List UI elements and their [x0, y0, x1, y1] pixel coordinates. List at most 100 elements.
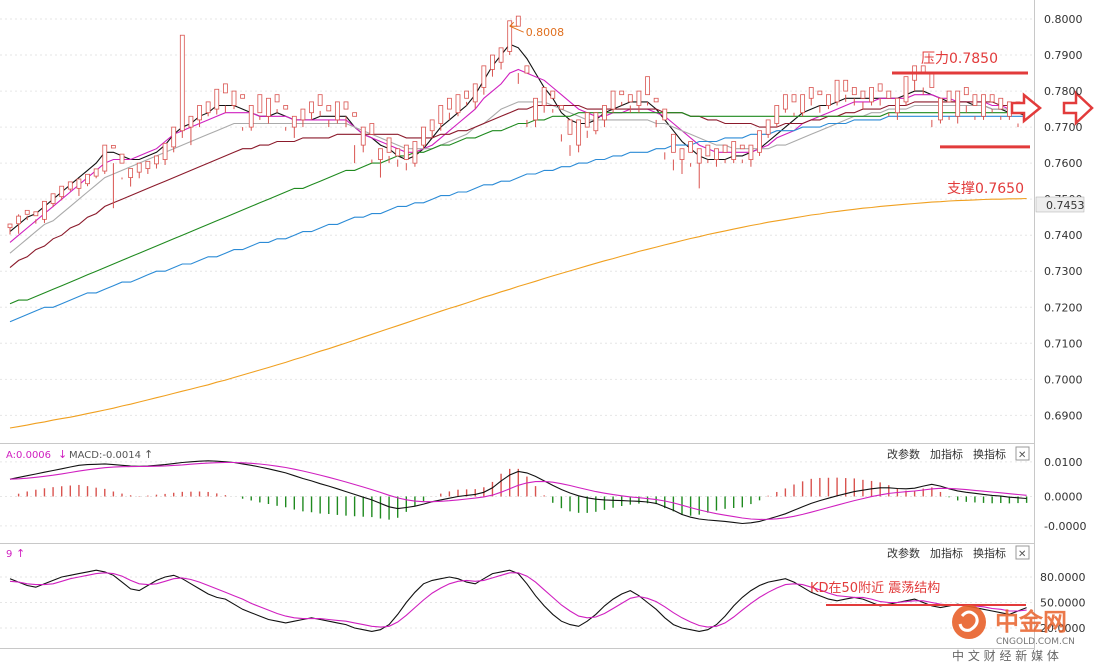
kd-lines: [9, 569, 1027, 632]
candle: [128, 168, 134, 187]
candle-body: [67, 181, 73, 190]
candle: [757, 130, 762, 156]
brand-logo-icon: [952, 605, 986, 639]
candle: [576, 119, 582, 153]
candle-body: [334, 101, 340, 121]
candle-body: [472, 83, 478, 103]
macd-tick-label: 0.0100: [1044, 456, 1083, 469]
high-marker: 0.8008: [509, 21, 564, 39]
candle: [395, 148, 401, 167]
candle: [619, 90, 625, 106]
candle: [378, 148, 383, 178]
candle-body: [929, 72, 935, 88]
candle: [955, 90, 961, 124]
candle: [240, 94, 246, 131]
candle: [963, 87, 969, 113]
candle: [136, 162, 142, 179]
candle-body: [705, 144, 711, 157]
candle: [59, 185, 65, 201]
candle: [903, 76, 909, 106]
candle: [791, 94, 797, 117]
candle: [145, 160, 151, 174]
candle-body: [369, 123, 375, 135]
candle: [584, 112, 590, 138]
candle-body: [360, 126, 366, 146]
candle: [110, 145, 116, 209]
candle-body: [438, 105, 444, 124]
candle-body: [24, 209, 30, 215]
candle-body: [938, 97, 943, 121]
candle-body: [231, 90, 237, 106]
macd-value: MACD:-0.0014: [69, 450, 141, 461]
macd-grid: [0, 461, 1034, 527]
candle-body: [834, 79, 840, 103]
swap-indicator-button[interactable]: 换指标: [973, 546, 1006, 560]
candle: [946, 90, 952, 120]
candle: [670, 133, 676, 171]
candle-body: [498, 47, 504, 63]
candle-body: [800, 94, 806, 114]
candle-body: [653, 97, 659, 103]
add-indicator-button[interactable]: 加指标: [930, 447, 963, 461]
brand-logo-text: 中金网: [995, 608, 1067, 636]
close-panel-button[interactable]: ✕: [1015, 446, 1030, 461]
candle: [33, 211, 39, 224]
candle: [403, 144, 409, 171]
candle-body: [567, 119, 573, 135]
candle: [972, 94, 978, 120]
candle-body: [274, 94, 280, 103]
candle: [981, 94, 986, 120]
add-indicator-button[interactable]: 加指标: [930, 546, 963, 560]
close-panel-button[interactable]: ✕: [1015, 545, 1030, 560]
candle-body: [16, 215, 22, 225]
candle-body: [162, 142, 168, 160]
candle-body: [989, 94, 995, 103]
candle: [524, 65, 530, 128]
watermark: 中金网 CNGOLD.COM.CN 中 文 财 经 新 媒 体: [952, 605, 1075, 663]
price-tick-label: 0.6900: [1044, 409, 1083, 422]
candle: [515, 15, 521, 84]
price-grid: [0, 18, 1034, 416]
candle: [800, 94, 806, 117]
macd-axis: 0.0100 0.0000 -0.0000: [1044, 456, 1086, 533]
candle: [300, 108, 306, 128]
candle-body: [85, 173, 90, 185]
candle-body: [326, 105, 332, 112]
candle-body: [171, 126, 177, 148]
candle: [636, 90, 642, 113]
kd-line: [9, 569, 1027, 632]
close-icon: ✕: [1018, 549, 1026, 560]
price-tick-label: 0.7600: [1044, 157, 1083, 170]
candle-body: [214, 88, 220, 110]
candle-body: [636, 90, 642, 106]
arrow-right-icon: [1062, 90, 1094, 126]
candle-body: [739, 144, 745, 150]
macd-tick-label: 0.0000: [1044, 490, 1083, 503]
candle: [877, 83, 883, 106]
last-price-label: 0.7453: [1046, 199, 1085, 212]
candle: [826, 94, 831, 110]
candle-body: [309, 101, 314, 114]
swap-indicator-button[interactable]: 换指标: [973, 447, 1006, 461]
candle-body: [610, 90, 616, 110]
candle-body: [550, 90, 556, 99]
candle-body: [490, 54, 495, 70]
candle: [438, 105, 444, 131]
candle: [257, 94, 263, 120]
macd-header: A:0.0006 ↓ MACD:-0.0014 ↑: [6, 448, 153, 461]
candle-body: [481, 65, 487, 88]
candle: [266, 97, 271, 124]
change-params-button[interactable]: 改参数: [887, 546, 920, 560]
macd-toolbar: 改参数 加指标 换指标 ✕: [887, 446, 1030, 461]
candle-body: [266, 97, 271, 117]
change-params-button[interactable]: 改参数: [887, 447, 920, 461]
candle: [472, 83, 478, 110]
candle: [231, 90, 237, 110]
candle-body: [291, 115, 297, 128]
candle: [490, 54, 495, 77]
candle-body: [963, 87, 969, 96]
candle-body: [558, 105, 564, 110]
candle-body: [593, 112, 599, 132]
candle-body: [102, 144, 108, 172]
